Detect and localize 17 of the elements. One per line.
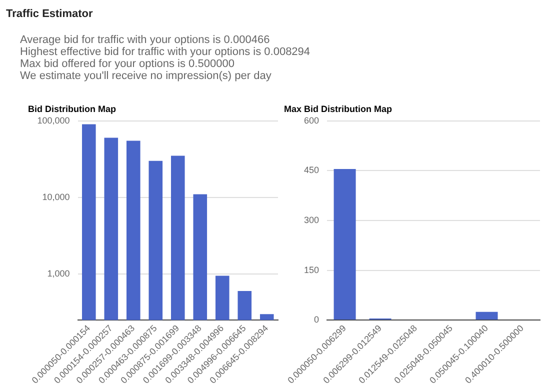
bar <box>334 168 356 320</box>
text: Traffic Estimator <box>6 8 94 20</box>
chart-title: Bid Distribution Map <box>28 104 116 114</box>
bar <box>476 312 498 320</box>
y-tick-label: 10,000 <box>42 192 70 202</box>
y-tick-label: 150 <box>304 264 320 275</box>
text: We estimate you'll receive no impression(s) per day <box>20 70 272 82</box>
y-tick-label: 450 <box>304 165 320 176</box>
y-tick-label: 300 <box>304 214 320 225</box>
text: Average bid for traffic with your options is 0.000466 <box>20 34 271 46</box>
y-tick-label: 0 <box>314 314 320 325</box>
text: Highest effective bid for traffic with your options is 0.008294 <box>20 46 310 58</box>
y-tick-label: 600 <box>304 115 320 126</box>
chart-title: Max Bid Distribution Map <box>284 104 392 114</box>
y-tick-label: 1,000 <box>47 268 70 279</box>
y-tick-label: 100,000 <box>37 115 70 126</box>
text: Max bid offered for your options is 0.500000 <box>20 58 236 70</box>
